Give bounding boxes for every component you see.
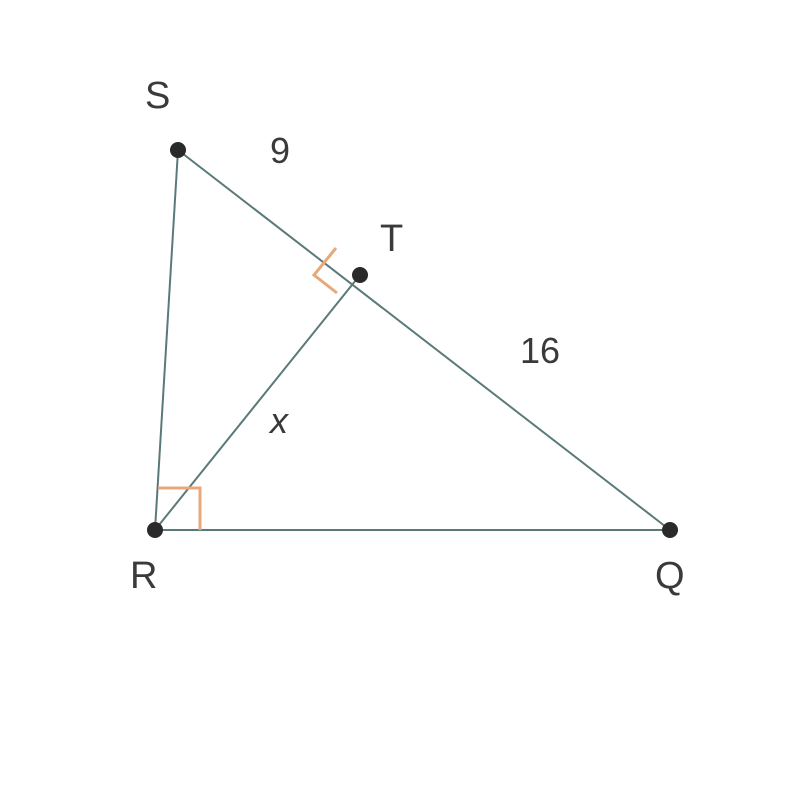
edge-label-ST: 9	[270, 130, 290, 172]
point-Q	[662, 522, 678, 538]
points-group	[147, 142, 678, 538]
right-angle-R	[158, 488, 200, 530]
edge-SQ	[178, 150, 670, 530]
edge-label-TQ: 16	[520, 330, 560, 372]
label-T: T	[380, 218, 403, 261]
edge-label-RT: x	[270, 400, 288, 442]
edges-group	[155, 150, 670, 530]
edge-SR	[155, 150, 178, 530]
edge-RT	[155, 275, 360, 530]
point-T	[352, 267, 368, 283]
label-R: R	[130, 555, 157, 598]
geometry-diagram: S T Q R 9 16 x	[0, 0, 800, 801]
point-R	[147, 522, 163, 538]
label-S: S	[145, 75, 170, 118]
label-Q: Q	[655, 555, 685, 598]
point-S	[170, 142, 186, 158]
diagram-svg	[0, 0, 800, 801]
